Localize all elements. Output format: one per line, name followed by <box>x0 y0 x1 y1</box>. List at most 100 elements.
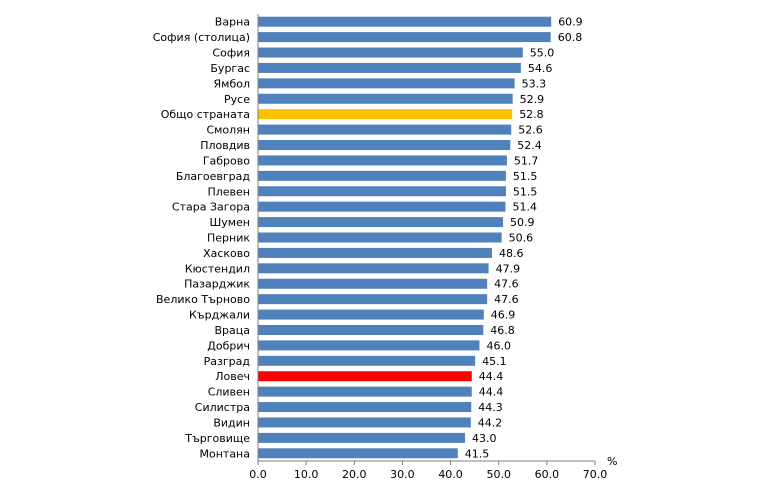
bar <box>258 93 513 104</box>
category-label: Ловеч <box>215 370 250 383</box>
bar <box>258 402 472 413</box>
value-labels: 60.9 60.855.0 54.6 53.3 52.9 52.8 52.6 52.4 51.7… <box>465 16 583 461</box>
value-label: 43.0 <box>472 432 497 445</box>
value-label: 51.5 <box>513 185 538 198</box>
category-label: Добрич <box>207 339 250 352</box>
bar <box>258 124 512 135</box>
bar <box>258 355 476 366</box>
category-label: Враца <box>215 324 251 337</box>
category-label: Хасково <box>203 247 250 260</box>
bar <box>258 278 488 289</box>
x-tick-label: 70.0 <box>583 468 608 481</box>
value-label: 54.6 <box>528 62 553 75</box>
value-label: 45.1 <box>482 355 507 368</box>
x-tick-label: 30.0 <box>390 468 415 481</box>
bar <box>258 263 489 274</box>
x-tick-labels: 0.0 10.0 20.0 30.0 40.0 50.0 60.0 70.0 <box>249 461 607 481</box>
x-tick-label: 60.0 <box>535 468 560 481</box>
category-label: Велико Търново <box>156 293 250 306</box>
category-label: Кюстендил <box>185 262 250 275</box>
x-tick-label: 10.0 <box>294 468 319 481</box>
bar <box>258 62 521 73</box>
bar <box>258 78 515 89</box>
category-label: Варна <box>215 16 250 29</box>
bar <box>258 294 488 305</box>
bar <box>258 16 552 27</box>
category-label: Габрово <box>203 154 250 167</box>
value-label: 44.3 <box>478 401 503 414</box>
bar <box>258 371 472 382</box>
category-label: Търговище <box>184 432 250 445</box>
value-label: 41.5 <box>465 447 490 460</box>
x-axis-unit-label: % <box>607 455 617 468</box>
value-label: 46.9 <box>491 309 516 322</box>
value-label: 44.4 <box>479 370 504 383</box>
category-label: Монтана <box>200 447 251 460</box>
bar <box>258 417 471 428</box>
category-label: София (столица) <box>153 31 250 44</box>
value-label: 44.2 <box>478 416 503 429</box>
x-tick-label: 50.0 <box>486 468 511 481</box>
category-label: София <box>212 47 250 60</box>
bars-layer <box>258 16 552 459</box>
bar <box>258 155 507 166</box>
axes <box>257 14 595 462</box>
value-label: 53.3 <box>522 77 547 90</box>
category-label: Плевен <box>207 185 250 198</box>
value-label: 46.0 <box>486 339 511 352</box>
bar <box>258 232 502 243</box>
category-label: Кърджали <box>189 309 250 322</box>
bar <box>258 340 480 351</box>
category-label: Перник <box>207 232 250 245</box>
bar <box>258 324 484 335</box>
bar <box>258 201 506 212</box>
value-label: 48.6 <box>499 247 523 260</box>
category-label: Шумен <box>209 216 250 229</box>
category-label: Стара Загора <box>172 201 250 214</box>
value-label: 51.7 <box>514 154 539 167</box>
category-label: Общо страната <box>161 108 250 121</box>
bar <box>258 170 506 181</box>
bar <box>258 247 492 258</box>
value-label: 52.4 <box>517 139 542 152</box>
value-label: 52.9 <box>520 93 545 106</box>
value-label: 60.9 <box>558 16 583 29</box>
bar <box>258 109 513 120</box>
value-label: 51.5 <box>513 170 538 183</box>
bar <box>258 140 511 151</box>
category-label: Бургас <box>210 62 250 75</box>
value-label: 52.6 <box>518 124 543 137</box>
category-label: Ямбол <box>214 77 251 90</box>
bar <box>258 432 466 443</box>
category-label: Пазарджик <box>184 278 250 291</box>
bar <box>258 217 504 228</box>
category-label: Видин <box>213 416 250 429</box>
category-label: Русе <box>224 93 250 106</box>
value-label: 51.4 <box>512 201 537 214</box>
category-label: Благоевград <box>176 170 251 183</box>
category-label: Пловдив <box>200 139 250 152</box>
x-tick-label: 0.0 <box>249 468 267 481</box>
value-label: 50.6 <box>509 232 534 245</box>
value-label: 60.8 <box>558 31 583 44</box>
value-label: 47.9 <box>496 262 520 275</box>
category-label: Смолян <box>206 124 250 137</box>
value-label: 47.6 <box>494 278 519 291</box>
value-label: 44.4 <box>479 386 504 399</box>
category-label: Сливен <box>208 386 250 399</box>
value-label: 50.9 <box>510 216 534 229</box>
bar <box>258 309 484 320</box>
value-label: 55.0 <box>530 47 555 60</box>
category-label: Разград <box>204 355 251 368</box>
bar <box>258 47 523 58</box>
bar <box>258 32 551 43</box>
value-label: 52.8 <box>519 108 544 121</box>
category-labels: Варна София (столица) София Бургас Ямбол Русе… <box>153 16 251 461</box>
bar <box>258 386 472 397</box>
x-tick-label: 20.0 <box>342 468 367 481</box>
bar <box>258 186 506 197</box>
value-label: 47.6 <box>494 293 519 306</box>
bar <box>258 448 458 459</box>
